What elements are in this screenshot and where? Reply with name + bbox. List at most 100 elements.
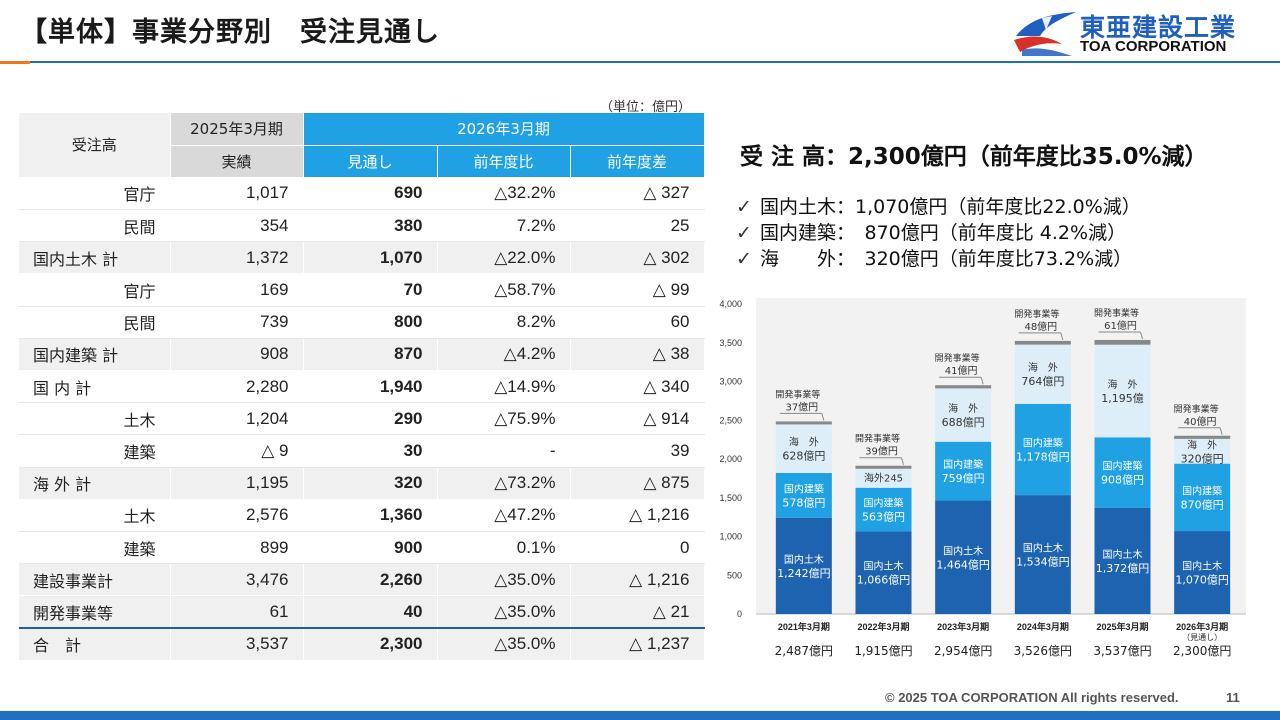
bar-total-label: 2,300億円: [1173, 644, 1231, 658]
series-name-label: 国内土木: [1103, 548, 1143, 561]
cell-diff: 0: [570, 531, 705, 565]
table-row: 土木 2,576 1,360 △47.2% △ 1,216: [19, 499, 705, 532]
bar-domestic-building: [1014, 403, 1071, 496]
table-row: 建築 △ 9 30-39: [19, 434, 705, 468]
row-label: 国内土木 計: [19, 241, 171, 275]
callout-value: 61億円: [1104, 319, 1137, 332]
row-label: 建築: [19, 434, 171, 468]
bar-development: [775, 421, 832, 425]
bar-domestic-building: [1094, 437, 1151, 508]
callout-leader: [821, 413, 825, 421]
row-label: 国内建築 計: [19, 338, 171, 372]
bar-segment-label: 628億円: [782, 450, 825, 463]
cell-actual: 2,576: [170, 499, 304, 532]
row-label: 民間: [19, 209, 171, 243]
cell-actual: △ 9: [170, 434, 304, 468]
bar-total-label: 1,915億円: [854, 644, 912, 658]
bar-domestic-civil: [1094, 507, 1151, 614]
bar-segment-label: 563億円: [862, 511, 905, 524]
series-name-label: 海 外: [1108, 378, 1138, 391]
cell-actual: 354: [170, 209, 304, 243]
callout-label: 開発事業等: [775, 388, 820, 400]
cell-yoy: △22.0%: [437, 241, 571, 275]
y-tick-label: 4,000: [719, 299, 742, 309]
cell-forecast: 70: [303, 273, 438, 307]
cell-forecast: 2,300: [303, 626, 438, 661]
header-accent-line: [0, 61, 30, 64]
row-label: 建築: [19, 531, 171, 565]
cell-forecast: 290: [303, 402, 438, 436]
series-name-label: 海 外: [1028, 361, 1058, 374]
cell-forecast: 380: [303, 209, 438, 243]
bar-overseas: [1174, 438, 1231, 464]
cell-diff: △ 875: [570, 467, 705, 500]
callout-label: 開発事業等: [1174, 403, 1219, 415]
cell-actual: 1,017: [170, 177, 304, 211]
cell-actual: 2,280: [170, 370, 304, 404]
cell-diff: △ 99: [570, 273, 705, 307]
callout-leader: [1060, 332, 1064, 341]
bar-domestic-civil: [1174, 531, 1231, 614]
bar-segment-label: 海外245: [864, 471, 903, 484]
series-name-label: 国内土木: [1023, 542, 1063, 555]
callout-label: 開発事業等: [1094, 307, 1139, 319]
cell-yoy: △35.0%: [437, 595, 571, 629]
cell-forecast: 900: [303, 531, 438, 565]
row-label: 建設事業計: [19, 563, 171, 597]
chart-plot-area: [756, 298, 1246, 614]
table-row: 海 外 計 1,195 320 △73.2% △ 875: [19, 467, 705, 500]
callout-value: 39億円: [865, 445, 898, 458]
cell-actual: 1,372: [170, 241, 304, 275]
x-tick-label: 2021年3月期: [778, 621, 830, 632]
series-name-label: 国内建築: [1182, 484, 1222, 497]
bar-segment-label: 1,534億円: [1016, 556, 1070, 569]
bar-development: [1094, 339, 1151, 345]
toa-bird-logo-icon: [1014, 12, 1076, 56]
bar-domestic-civil: [1014, 495, 1071, 614]
series-name-label: 国内土木: [1182, 560, 1222, 573]
cell-yoy: △32.2%: [437, 177, 571, 211]
bar-segment-label: 1,242億円: [777, 567, 831, 580]
bullet-civil: ✓ 国内土木：1,070億円（前年度比22.0%減）: [736, 192, 1141, 219]
callout-label: 開発事業等: [1014, 308, 1059, 320]
bar-domestic-civil: [855, 531, 912, 614]
bar-development: [1174, 435, 1231, 439]
bar-segment-label: 578億円: [782, 496, 825, 509]
bar-domestic-civil: [775, 517, 832, 614]
x-tick-note: （見通し）: [1182, 632, 1222, 642]
series-name-label: 国内建築: [1103, 459, 1143, 472]
row-label: 民間: [19, 306, 171, 339]
x-tick-label: 2022年3月期: [857, 621, 909, 632]
cell-forecast: 800: [303, 306, 438, 339]
series-name-label: 海 外: [1187, 438, 1217, 451]
cell-diff: 39: [570, 434, 705, 468]
row-label: 官庁: [19, 273, 171, 307]
cell-diff: △ 914: [570, 402, 705, 436]
bar-overseas: [855, 468, 912, 488]
orders-table: 受注高 2025年3月期 2026年3月期 実績 見通し 前年度比 前年度差 官…: [19, 113, 705, 661]
cell-diff: 25: [570, 209, 705, 243]
cell-forecast: 2,260: [303, 563, 438, 597]
bar-segment-label: 759億円: [942, 472, 985, 485]
series-name-label: 国内土木: [864, 560, 904, 573]
callout-label: 開発事業等: [935, 352, 980, 364]
cell-forecast: 40: [303, 595, 438, 629]
bar-segment-label: 320億円: [1181, 452, 1224, 465]
y-tick-label: 2,500: [719, 415, 742, 425]
bullet-civil-text: 国内土木：1,070億円（前年度比22.0%減）: [760, 196, 1141, 218]
table-row: 国 内 計 2,280 1,940 △14.9% △ 340: [19, 370, 705, 404]
x-tick-label: 2025年3月期: [1096, 621, 1148, 632]
cell-yoy: 8.2%: [437, 306, 571, 339]
table-row: 民間 354 380 7.2% 25: [19, 209, 705, 243]
cell-forecast: 690: [303, 177, 438, 211]
cell-actual: 908: [170, 338, 304, 372]
cell-diff: △ 327: [570, 177, 705, 211]
header-period-2026: 2026年3月期: [303, 113, 705, 146]
cell-diff: △ 1,216: [570, 499, 705, 532]
y-tick-label: 3,000: [719, 377, 742, 387]
callout-label: 開発事業等: [855, 433, 900, 445]
table-row: 建築 899 900 0.1% 0: [19, 531, 705, 565]
y-tick-label: 500: [727, 570, 742, 580]
row-label: 土木: [19, 499, 171, 532]
cell-actual: 1,195: [170, 467, 304, 500]
